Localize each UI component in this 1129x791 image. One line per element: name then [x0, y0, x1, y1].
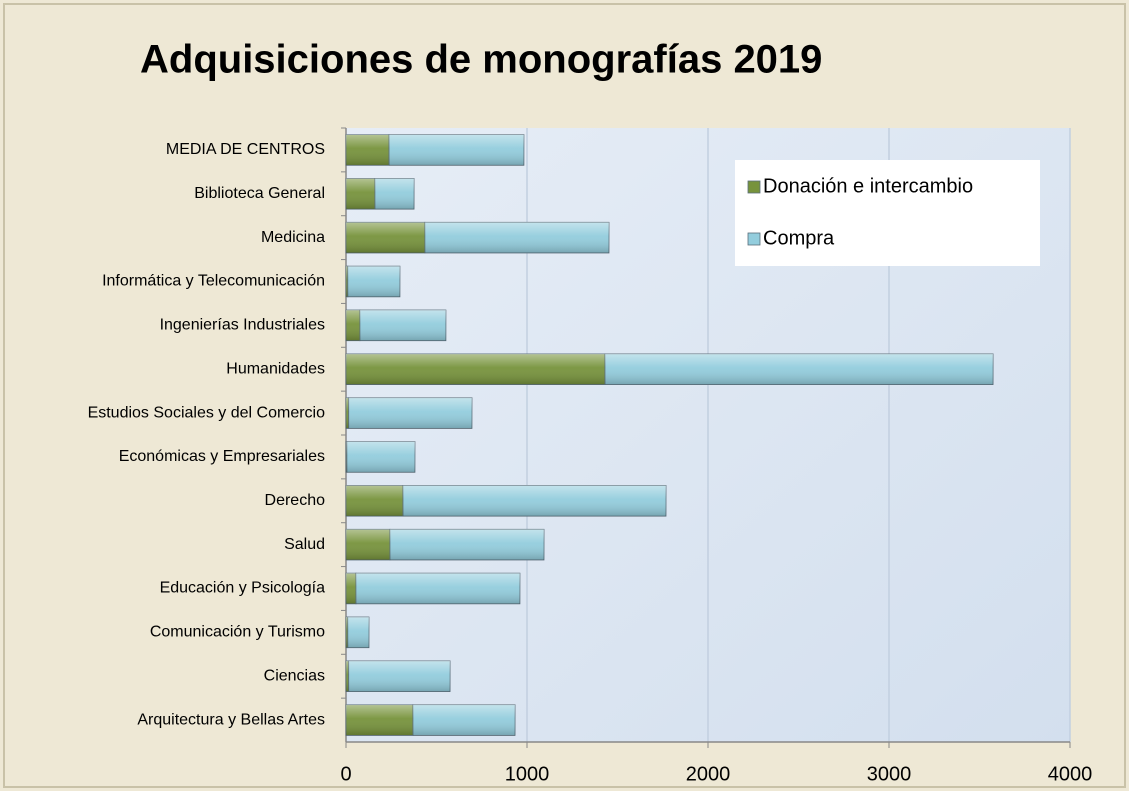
- bar-shine: [348, 660, 451, 692]
- bar-shine: [412, 704, 516, 736]
- y-tick-label: MEDIA DE CENTROS: [166, 141, 325, 158]
- bar-shine: [374, 178, 415, 210]
- bar-shine: [346, 573, 356, 604]
- bar-shine: [346, 441, 415, 473]
- x-tick-label: 3000: [867, 763, 912, 785]
- y-tick-label: Salud: [284, 536, 325, 553]
- bar-shine: [347, 266, 400, 297]
- y-tick-label: Estudios Sociales y del Comercio: [88, 404, 326, 421]
- y-tick-label: Ciencias: [264, 667, 325, 684]
- y-tick-label: Económicas y Empresariales: [119, 448, 325, 465]
- legend-swatch: [747, 180, 761, 194]
- y-tick-label: Informática y Telecomunicación: [102, 273, 325, 290]
- legend-swatch: [747, 232, 761, 246]
- bar-shine: [389, 529, 545, 560]
- bar-shine: [346, 704, 413, 736]
- y-tick-label: Ingenierías Industriales: [160, 317, 325, 334]
- y-tick-label: Arquitectura y Bellas Artes: [137, 711, 325, 728]
- bar-shine: [346, 485, 404, 517]
- bar-shine: [346, 222, 425, 253]
- bar-shine: [347, 617, 369, 648]
- x-tick-label: 4000: [1048, 763, 1093, 785]
- x-tick-label: 0: [340, 763, 351, 785]
- x-tick-label: 2000: [686, 763, 731, 785]
- legend-label: Compra: [763, 227, 835, 249]
- chart-title: Adquisiciones de monografías 2019: [140, 38, 822, 82]
- y-tick-label: Humanidades: [226, 360, 325, 377]
- bar-shine: [346, 529, 390, 560]
- y-tick-label: Comunicación y Turismo: [150, 624, 325, 641]
- y-tick-label: Biblioteca General: [194, 185, 325, 202]
- bar-shine: [346, 266, 348, 297]
- bar-shine: [346, 617, 348, 648]
- legend-box: [735, 160, 1040, 266]
- y-tick-label: Derecho: [265, 492, 326, 509]
- legend-label: Donación e intercambio: [763, 175, 973, 197]
- bar-shine: [355, 573, 520, 604]
- bar-shine: [346, 660, 349, 692]
- bar-shine: [346, 397, 349, 429]
- bar-shine: [346, 353, 606, 385]
- x-tick-label: 1000: [505, 763, 550, 785]
- bar-shine: [389, 134, 524, 166]
- bar-shine: [346, 441, 347, 473]
- y-tick-label: Educación y Psicología: [160, 580, 326, 597]
- bar-shine: [346, 134, 390, 166]
- bar-shine: [346, 310, 360, 341]
- y-tick-label: Medicina: [261, 229, 325, 246]
- bar-shine: [346, 178, 375, 210]
- bar-shine: [359, 310, 446, 341]
- bar-shine: [403, 485, 667, 517]
- bar-shine: [348, 397, 472, 429]
- bar-shine: [424, 222, 609, 253]
- bar-shine: [605, 353, 994, 385]
